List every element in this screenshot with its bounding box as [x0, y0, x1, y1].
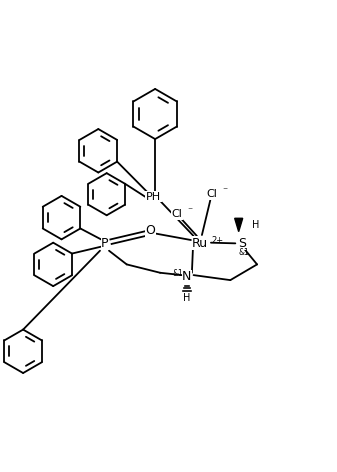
Text: Cl: Cl	[207, 189, 217, 199]
Polygon shape	[235, 218, 243, 232]
Text: H: H	[183, 294, 190, 303]
Text: &1: &1	[172, 269, 183, 278]
Text: S: S	[238, 237, 246, 250]
Text: O: O	[145, 225, 155, 237]
Text: &1: &1	[238, 248, 249, 257]
Text: Ru: Ru	[192, 237, 208, 250]
Text: P: P	[101, 237, 109, 250]
Text: H: H	[252, 220, 260, 230]
Text: 2+: 2+	[212, 236, 224, 244]
Text: ⁻: ⁻	[187, 207, 192, 217]
Text: Cl: Cl	[172, 209, 182, 219]
Text: N: N	[182, 270, 191, 283]
Text: ⁻: ⁻	[222, 186, 227, 196]
Text: PH: PH	[146, 192, 161, 202]
